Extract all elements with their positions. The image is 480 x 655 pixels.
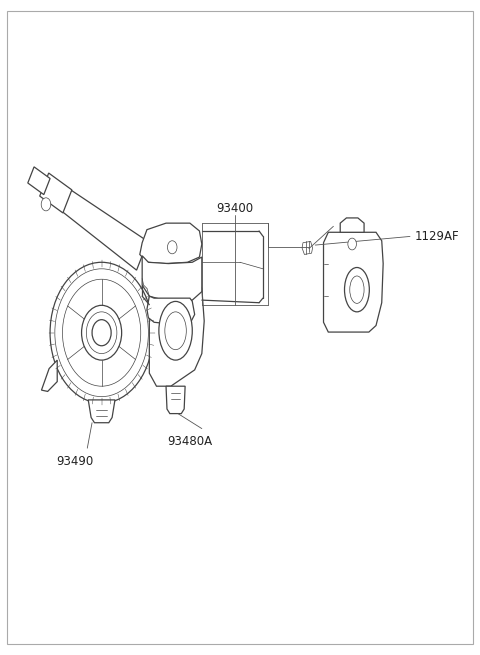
Polygon shape bbox=[140, 223, 202, 263]
Ellipse shape bbox=[350, 276, 364, 303]
Circle shape bbox=[55, 269, 148, 397]
Polygon shape bbox=[302, 242, 312, 254]
Polygon shape bbox=[147, 296, 195, 324]
Circle shape bbox=[92, 320, 111, 346]
Text: 1129AF: 1129AF bbox=[414, 230, 459, 243]
Ellipse shape bbox=[345, 267, 369, 312]
Polygon shape bbox=[28, 167, 50, 195]
Text: 93400: 93400 bbox=[216, 202, 253, 215]
Polygon shape bbox=[142, 255, 202, 301]
Polygon shape bbox=[340, 218, 364, 233]
Circle shape bbox=[62, 279, 141, 386]
Polygon shape bbox=[165, 301, 180, 320]
Text: 93490: 93490 bbox=[57, 455, 94, 468]
Polygon shape bbox=[40, 173, 72, 213]
Ellipse shape bbox=[159, 301, 192, 360]
Circle shape bbox=[348, 238, 357, 250]
Ellipse shape bbox=[165, 312, 186, 350]
Circle shape bbox=[168, 241, 177, 253]
Polygon shape bbox=[46, 178, 148, 270]
Polygon shape bbox=[41, 360, 57, 392]
Text: 93480A: 93480A bbox=[168, 435, 213, 448]
Polygon shape bbox=[149, 278, 204, 386]
Circle shape bbox=[82, 305, 121, 360]
Polygon shape bbox=[166, 386, 185, 413]
Polygon shape bbox=[88, 400, 115, 422]
Polygon shape bbox=[324, 233, 383, 332]
Circle shape bbox=[41, 198, 51, 211]
Circle shape bbox=[86, 312, 117, 354]
Circle shape bbox=[50, 262, 153, 403]
